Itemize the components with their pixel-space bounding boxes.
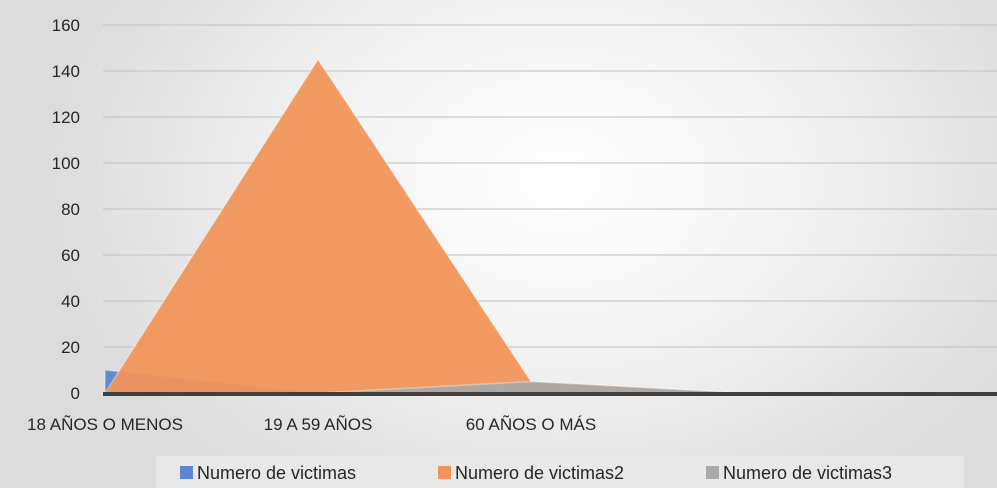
x-tick-label: 18 AÑOS O MENOS <box>27 415 183 434</box>
y-tick-label: 20 <box>61 338 80 357</box>
legend-swatch <box>180 466 193 479</box>
legend-label: Numero de victimas3 <box>723 463 892 483</box>
y-tick-label: 60 <box>61 246 80 265</box>
y-tick-label: 120 <box>52 108 80 127</box>
y-tick-label: 0 <box>71 384 80 403</box>
legend-swatch <box>706 466 719 479</box>
y-tick-label: 40 <box>61 292 80 311</box>
y-tick-label: 160 <box>52 16 80 35</box>
legend-label: Numero de victimas <box>197 463 356 483</box>
y-tick-label: 100 <box>52 154 80 173</box>
x-tick-label: 60 AÑOS O MÁS <box>466 415 596 434</box>
y-tick-label: 80 <box>61 200 80 219</box>
legend-background <box>156 456 964 488</box>
area-series-2 <box>103 58 957 394</box>
legend-label: Numero de victimas2 <box>455 463 624 483</box>
x-tick-label: 19 A 59 AÑOS <box>264 415 373 434</box>
legend-swatch <box>438 466 451 479</box>
y-tick-label: 140 <box>52 62 80 81</box>
